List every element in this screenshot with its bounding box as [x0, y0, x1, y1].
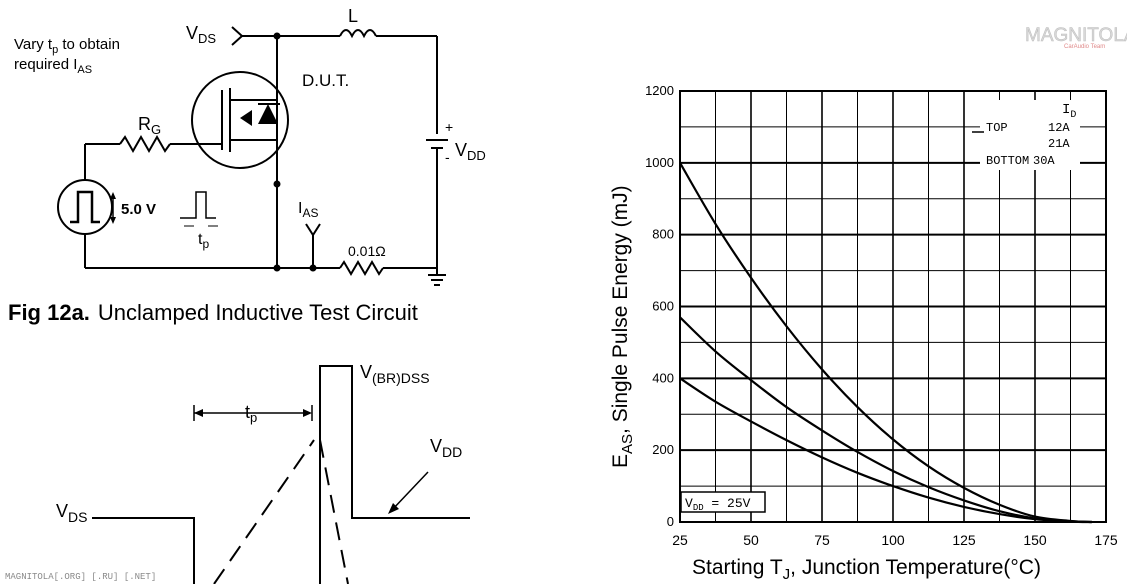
minus-sign: - — [445, 149, 450, 165]
y-tick-labels: 0 200 400 600 800 1000 1200 — [645, 83, 674, 529]
x-tick-labels: 25 50 75 100 125 150 175 — [672, 532, 1118, 548]
y-tick-label: 1000 — [645, 155, 674, 170]
pulse-generator — [57, 179, 113, 235]
inductor-label: L — [348, 6, 358, 26]
vary-tp-text: Vary tp to obtain — [14, 36, 120, 56]
waveform-vds-label: VDS — [56, 501, 87, 525]
test-circuit — [57, 26, 448, 286]
magnitola-logo: MAGNITOLA — [1025, 25, 1127, 46]
chart-legend: ID TOP 12A 21A BOTTOM 30A — [972, 100, 1080, 170]
plot-frame — [679, 90, 1107, 523]
tp-label: tp — [198, 231, 209, 251]
x-tick-label: 175 — [1094, 532, 1118, 548]
shunt-resistor — [339, 260, 384, 276]
energy-chart: 25 50 75 100 125 150 175 0 200 400 600 800 1000 1200… — [609, 83, 1118, 583]
x-tick-label: 25 — [672, 532, 688, 548]
circuit-labels: Vary tp to obtain required IAS VDS L D.U… — [8, 6, 486, 325]
y-tick-label: 200 — [652, 442, 674, 457]
magnitola-logo-sub: CarAudio Team — [1064, 44, 1105, 50]
figure-caption: Fig 12a. Unclamped Inductive Test Circuit — [8, 300, 418, 325]
required-ias-text: required IAS — [14, 56, 92, 76]
gate-resistor — [119, 134, 171, 154]
waveform-vdd-label: VDD — [430, 436, 462, 460]
inductor-coil — [339, 29, 377, 39]
ias-label: IAS — [298, 200, 318, 220]
series-line-0 — [679, 162, 1092, 524]
waveform-labels: V(BR)DSS tp VDD VDS — [56, 362, 462, 525]
x-axis-label: Starting TJ, Junction Temperature(°C) — [692, 556, 1041, 583]
legend-row-top-value: 12A — [1048, 121, 1070, 135]
watermark: MAGNITOLA CarAudio Team MAGNITOLA[.ORG] … — [5, 25, 1127, 582]
dut-label: D.U.T. — [302, 71, 349, 90]
shunt-label: 0.01Ω — [348, 243, 386, 259]
vdd-label: VDD — [455, 140, 486, 163]
series-line-2 — [679, 377, 1092, 524]
rg-label: RG — [138, 114, 161, 137]
chart-series — [679, 162, 1092, 524]
legend-row-top-label: TOP — [986, 121, 1008, 135]
legend-row-mid-value: 21A — [1048, 137, 1070, 151]
legend-header: ID — [1062, 102, 1076, 121]
vds-label: VDS — [186, 23, 216, 46]
pulse-amplitude-label: 5.0 V — [121, 201, 156, 218]
waveform-tp-label: tp — [245, 402, 257, 425]
mosfet-symbol — [191, 71, 289, 169]
y-tick-label: 600 — [652, 299, 674, 314]
vdd-annotation: VDD = 25V — [680, 491, 766, 513]
svg-text:VDD = 25V: VDD = 25V — [685, 496, 751, 513]
x-tick-label: 150 — [1023, 532, 1047, 548]
x-tick-label: 75 — [814, 532, 830, 548]
y-tick-label: 1200 — [645, 83, 674, 98]
plus-sign: + — [445, 119, 453, 135]
x-tick-label: 50 — [743, 532, 759, 548]
y-tick-label: 400 — [652, 370, 674, 385]
x-tick-label: 125 — [952, 532, 976, 548]
y-tick-label: 0 — [667, 514, 674, 529]
waveform-diagram — [92, 365, 470, 584]
y-tick-label: 800 — [652, 227, 674, 242]
y-axis-label: EAS, Single Pulse Energy (mJ) — [609, 185, 636, 468]
footer-watermark: MAGNITOLA[.ORG] [.RU] [.NET] — [5, 572, 156, 582]
vbr-dss-label: V(BR)DSS — [360, 362, 430, 386]
x-tick-label: 100 — [881, 532, 905, 548]
legend-row-bottom-value: 30A — [1033, 154, 1055, 168]
legend-row-bottom-label: BOTTOM — [986, 154, 1029, 168]
